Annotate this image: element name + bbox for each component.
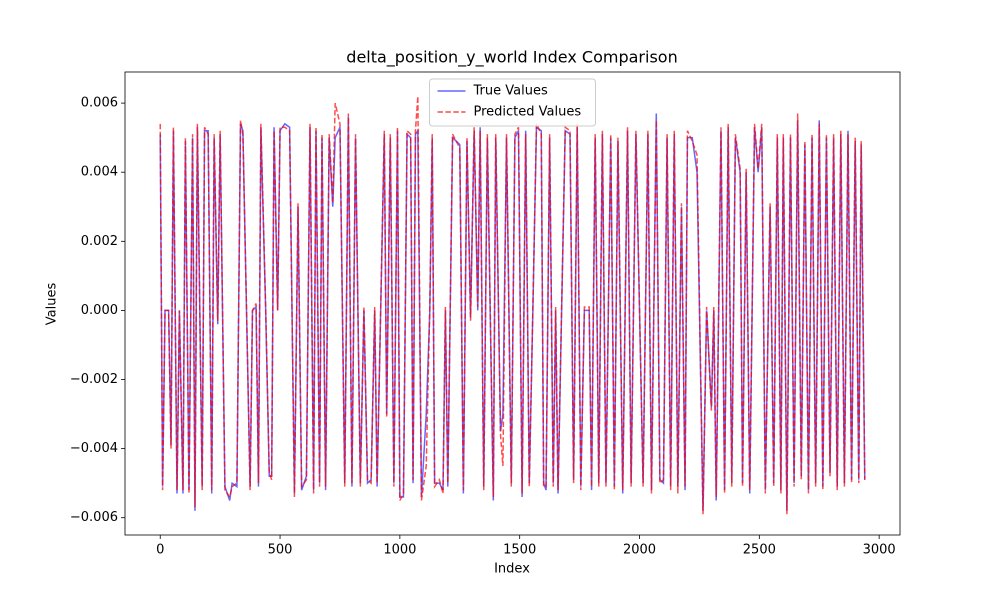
x-axis-label: Index <box>494 562 530 577</box>
y-tick-label: −0.004 <box>70 441 118 456</box>
x-tick-label: 2000 <box>623 543 656 558</box>
x-tick-label: 3000 <box>863 543 896 558</box>
y-tick-label: 0.002 <box>81 234 118 249</box>
y-tick-label: 0.000 <box>81 303 118 318</box>
legend-box <box>429 78 596 127</box>
legend-label: True Values <box>473 84 548 99</box>
y-tick-label: 0.004 <box>81 165 118 180</box>
y-tick-label: −0.002 <box>70 372 118 387</box>
y-tick-label: 0.006 <box>81 96 118 111</box>
data-line <box>159 96 866 515</box>
y-axis-label: Values <box>45 283 60 326</box>
x-tick-label: 0 <box>156 543 164 558</box>
y-tick-label: −0.006 <box>70 510 118 525</box>
x-tick-label: 500 <box>268 543 293 558</box>
plot-frame <box>124 71 901 536</box>
x-tick-label: 1000 <box>383 543 416 558</box>
x-tick-label: 1500 <box>503 543 536 558</box>
chart-title: delta_position_y_world Index Comparison <box>346 48 677 68</box>
legend-label: Predicted Values <box>474 105 582 120</box>
x-tick-label: 2500 <box>743 543 776 558</box>
